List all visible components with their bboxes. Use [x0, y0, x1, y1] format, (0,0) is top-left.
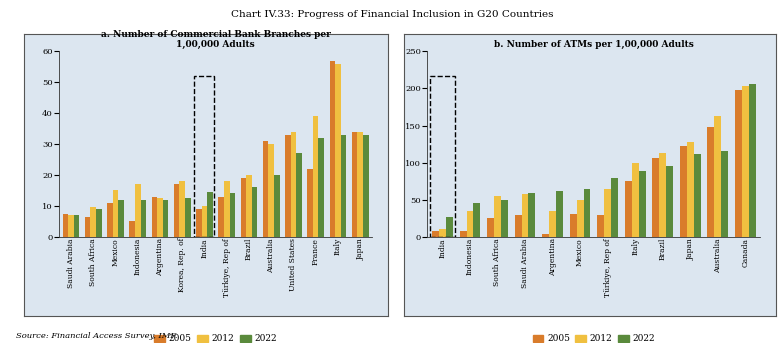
- Title: b. Number of ATMs per 1,00,000 Adults: b. Number of ATMs per 1,00,000 Adults: [494, 40, 694, 49]
- Bar: [358, 132, 363, 237]
- Bar: [268, 144, 274, 237]
- Bar: [318, 138, 324, 237]
- Bar: [263, 141, 268, 237]
- Bar: [118, 200, 124, 237]
- Bar: [501, 200, 508, 237]
- Bar: [694, 154, 701, 237]
- Bar: [363, 135, 368, 237]
- Bar: [487, 218, 494, 237]
- Text: Chart IV.33: Progress of Financial Inclusion in G20 Countries: Chart IV.33: Progress of Financial Inclu…: [230, 10, 554, 19]
- Bar: [556, 191, 563, 237]
- Bar: [543, 234, 549, 237]
- Bar: [570, 214, 577, 237]
- Bar: [459, 231, 466, 237]
- Bar: [129, 221, 135, 237]
- Bar: [735, 90, 742, 237]
- Bar: [335, 64, 341, 237]
- Bar: [687, 142, 694, 237]
- Bar: [174, 184, 180, 237]
- Bar: [632, 163, 639, 237]
- Bar: [158, 198, 163, 237]
- Bar: [666, 166, 673, 237]
- Bar: [352, 132, 358, 237]
- Bar: [151, 197, 158, 237]
- Bar: [291, 132, 296, 237]
- Bar: [597, 215, 604, 237]
- Bar: [583, 189, 590, 237]
- Bar: [241, 178, 246, 237]
- Bar: [652, 158, 659, 237]
- Bar: [90, 207, 96, 237]
- Bar: [68, 215, 74, 237]
- Bar: [604, 189, 611, 237]
- Bar: [707, 127, 714, 237]
- Bar: [521, 194, 528, 237]
- Bar: [528, 193, 535, 237]
- Bar: [313, 116, 318, 237]
- Bar: [219, 197, 224, 237]
- Legend: 2005, 2012, 2022: 2005, 2012, 2022: [151, 331, 281, 343]
- Bar: [230, 193, 235, 237]
- Bar: [224, 181, 230, 237]
- Bar: [135, 184, 140, 237]
- Bar: [63, 213, 68, 237]
- Legend: 2005, 2012, 2022: 2005, 2012, 2022: [529, 331, 659, 343]
- Bar: [252, 187, 257, 237]
- Bar: [611, 178, 618, 237]
- Bar: [163, 200, 169, 237]
- Bar: [474, 203, 481, 237]
- Bar: [113, 190, 118, 237]
- Bar: [85, 217, 90, 237]
- Bar: [432, 231, 439, 237]
- Bar: [446, 217, 452, 237]
- Bar: [74, 215, 79, 237]
- Bar: [515, 215, 521, 237]
- Bar: [430, 76, 455, 237]
- Bar: [196, 209, 201, 237]
- Bar: [721, 152, 728, 237]
- Bar: [307, 169, 313, 237]
- Bar: [285, 135, 291, 237]
- Bar: [742, 86, 749, 237]
- Bar: [494, 196, 501, 237]
- Bar: [140, 200, 146, 237]
- Bar: [107, 203, 113, 237]
- Bar: [625, 181, 632, 237]
- Bar: [201, 206, 207, 237]
- Text: Source: Financial Access Survey, IMF.: Source: Financial Access Survey, IMF.: [16, 332, 177, 340]
- Bar: [466, 211, 474, 237]
- Bar: [639, 172, 645, 237]
- Bar: [329, 61, 335, 237]
- Bar: [194, 76, 215, 237]
- Bar: [180, 181, 185, 237]
- Bar: [439, 228, 446, 237]
- Bar: [207, 192, 212, 237]
- Bar: [246, 175, 252, 237]
- Title: a. Number of Commercial Bank Branches per
1,00,000 Adults: a. Number of Commercial Bank Branches pe…: [100, 30, 331, 49]
- Bar: [341, 135, 347, 237]
- Bar: [714, 116, 721, 237]
- Bar: [185, 198, 191, 237]
- Bar: [577, 200, 583, 237]
- Bar: [659, 153, 666, 237]
- Bar: [296, 153, 302, 237]
- Bar: [680, 145, 687, 237]
- Bar: [749, 84, 756, 237]
- Bar: [549, 211, 556, 237]
- Bar: [96, 209, 102, 237]
- Bar: [274, 175, 280, 237]
